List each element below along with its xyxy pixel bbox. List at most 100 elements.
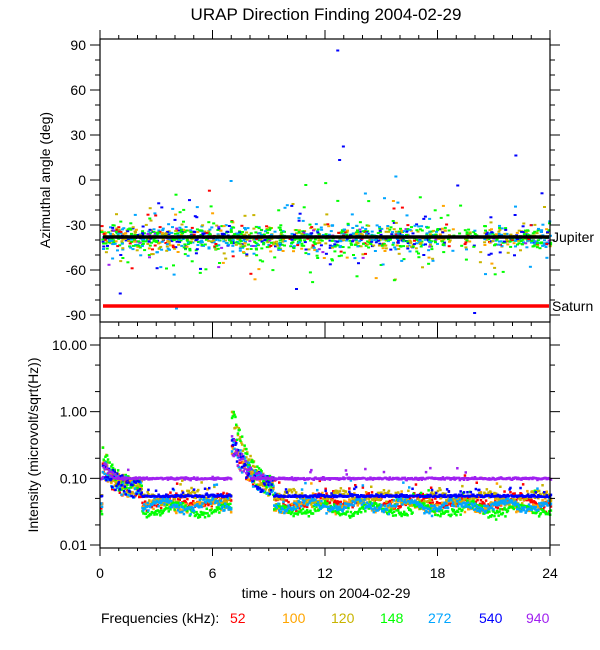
intensity-point-272 bbox=[370, 502, 374, 505]
azimuth-point bbox=[245, 254, 249, 257]
azimuth-point bbox=[498, 251, 502, 254]
intensity-point-272 bbox=[180, 505, 183, 508]
intensity-point-540 bbox=[519, 486, 522, 490]
azimuth-point bbox=[129, 228, 133, 231]
azimuth-point bbox=[316, 257, 320, 259]
intensity-point-272 bbox=[520, 510, 523, 513]
azimuth-point bbox=[192, 233, 196, 236]
azimuth-point bbox=[304, 252, 308, 255]
intensity-point-272 bbox=[239, 449, 242, 452]
intensity-point-272 bbox=[439, 507, 442, 511]
intensity-point-540 bbox=[235, 460, 239, 463]
intensity-point-120 bbox=[136, 484, 139, 487]
azimuth-point bbox=[217, 244, 221, 247]
azimuth-point bbox=[172, 264, 175, 267]
intensity-point-272 bbox=[383, 504, 386, 507]
azimuth-point bbox=[179, 239, 183, 242]
intensity-point-272 bbox=[201, 502, 204, 505]
azimuth-point bbox=[224, 239, 227, 242]
azimuth-point bbox=[234, 243, 238, 246]
intensity-point-272 bbox=[340, 508, 343, 511]
intensity-point-52 bbox=[190, 501, 193, 505]
azimuth-point bbox=[472, 245, 476, 248]
azimuth-point bbox=[123, 238, 127, 240]
intensity-point-120 bbox=[417, 497, 420, 501]
intensity-point-540 bbox=[350, 493, 354, 496]
azimuth-point bbox=[231, 244, 235, 247]
azimuth-point bbox=[417, 256, 421, 259]
intensity-point-540 bbox=[462, 491, 466, 494]
intensity-point-148 bbox=[236, 432, 240, 435]
intensity-point-272 bbox=[326, 505, 329, 509]
intensity-point-148 bbox=[533, 489, 537, 492]
azimuth-point bbox=[244, 240, 247, 243]
azimuth-point bbox=[211, 212, 215, 215]
azimuth-x-ticks bbox=[99, 30, 551, 331]
azimuth-point bbox=[142, 238, 146, 241]
azimuth-point bbox=[216, 247, 220, 250]
intensity-point-120 bbox=[131, 492, 134, 495]
intensity-point-148 bbox=[331, 510, 334, 514]
azimuth-point bbox=[414, 247, 418, 250]
intensity-point-272 bbox=[330, 507, 333, 510]
azimuth-point bbox=[158, 232, 162, 235]
azimuth-point bbox=[254, 245, 258, 247]
intensity-point-120 bbox=[223, 498, 226, 501]
azimuth-point bbox=[346, 224, 350, 227]
intensity-point-120 bbox=[370, 498, 374, 501]
azimuth-point bbox=[543, 206, 546, 208]
intensity-point-148 bbox=[495, 509, 499, 513]
azimuth-point bbox=[111, 226, 115, 229]
azimuth-point bbox=[352, 239, 355, 242]
intensity-point-120 bbox=[197, 488, 200, 492]
azimuth-point bbox=[330, 224, 334, 227]
intensity-point-272 bbox=[262, 489, 266, 492]
intensity-point-148 bbox=[471, 506, 474, 510]
azimuth-point bbox=[436, 229, 439, 232]
intensity-point-52 bbox=[337, 500, 341, 504]
azimuth-point bbox=[378, 230, 382, 233]
intensity-point-120 bbox=[280, 497, 284, 501]
azimuth-point bbox=[383, 250, 387, 252]
azimuth-point bbox=[365, 234, 368, 237]
intensity-point-100 bbox=[294, 504, 297, 508]
azimuth-point bbox=[261, 260, 265, 263]
azimuth-point bbox=[335, 240, 339, 243]
azimuth-point bbox=[339, 254, 343, 257]
intensity-point-52 bbox=[326, 499, 329, 502]
intensity-point-52 bbox=[183, 499, 186, 503]
intensity-point-120 bbox=[181, 479, 184, 482]
intensity-point-272 bbox=[121, 482, 125, 485]
azimuth-point bbox=[333, 250, 337, 253]
intensity-point-100 bbox=[400, 490, 403, 493]
azimuth-point bbox=[500, 227, 504, 230]
azimuth-point bbox=[102, 248, 105, 250]
azimuth-point bbox=[340, 229, 344, 232]
intensity-point-272 bbox=[226, 497, 230, 500]
intensity-point-272 bbox=[420, 504, 424, 508]
intensity-point-272 bbox=[300, 504, 303, 508]
azimuth-point bbox=[127, 240, 131, 242]
intensity-point-148 bbox=[494, 518, 498, 521]
intensity-point-120 bbox=[408, 504, 412, 507]
azimuth-point bbox=[239, 246, 243, 249]
azimuth-point bbox=[245, 231, 249, 234]
azimuth-point bbox=[400, 234, 404, 237]
azimuth-point bbox=[372, 244, 376, 247]
intensity-point-272 bbox=[515, 503, 518, 506]
azimuth-point bbox=[367, 224, 371, 227]
intensity-point-100 bbox=[431, 503, 435, 506]
intensity-point-100 bbox=[467, 507, 471, 511]
intensity-point-120 bbox=[138, 493, 141, 496]
azimuth-point bbox=[374, 277, 378, 280]
intensity-point-52 bbox=[335, 502, 338, 505]
azimuth-point bbox=[451, 249, 455, 252]
intensity-point-540 bbox=[322, 494, 326, 497]
intensity-point-148 bbox=[111, 463, 114, 466]
azimuth-point bbox=[319, 244, 323, 247]
intensity-point-272 bbox=[301, 499, 305, 502]
intensity-point-148 bbox=[402, 510, 406, 514]
intensity-point-540 bbox=[267, 483, 270, 486]
intensity-point-272 bbox=[369, 504, 372, 508]
azimuth-point bbox=[430, 233, 434, 236]
